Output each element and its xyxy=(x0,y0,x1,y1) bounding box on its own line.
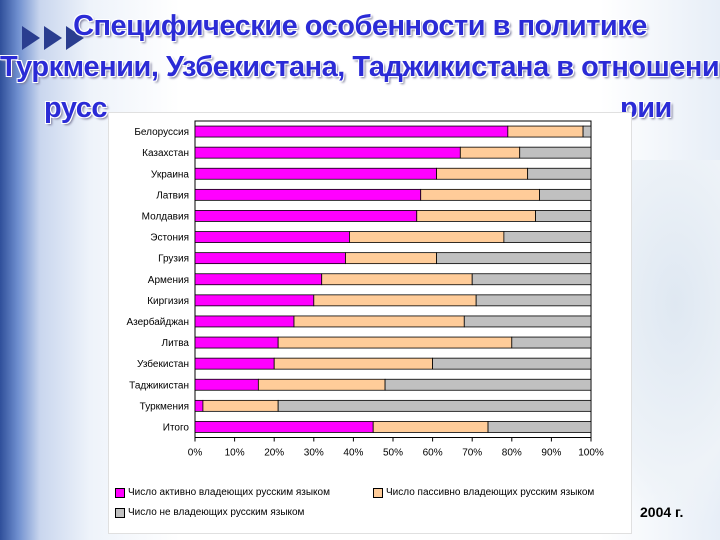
stacked-bar-chart: Белоруссия Казахстан Украина Латвия Молдавия… xyxy=(126,120,604,459)
legend-swatch-active xyxy=(115,487,125,498)
x-tick-label: 20% xyxy=(264,448,284,459)
bar-segment-none xyxy=(432,357,592,370)
bar-segment-none xyxy=(503,231,592,243)
legend-item-passive: Число пассивно владеющих русским языком xyxy=(373,487,594,498)
bar-segment-none xyxy=(475,294,592,307)
x-tick-label: 0% xyxy=(188,448,203,459)
bar-segment-active xyxy=(194,357,275,370)
bar-segment-active xyxy=(194,336,279,349)
slide-title: Специфические особенности в политике Тур… xyxy=(0,6,720,129)
chart-legend: Число активно владеющих русским языком Ч… xyxy=(115,481,625,529)
legend-label-passive: Число пассивно владеющих русским языком xyxy=(386,487,595,498)
bar-segment-none xyxy=(471,273,592,286)
bar-segment-none xyxy=(463,315,592,328)
x-tick-label: 70% xyxy=(462,448,482,459)
category-label: Латвия xyxy=(156,190,189,201)
bar-segment-passive xyxy=(345,252,437,265)
category-label: Грузия xyxy=(158,254,189,265)
bar-segment-passive xyxy=(349,231,505,243)
bar-segment-none xyxy=(384,378,592,391)
bar-segment-none xyxy=(582,125,592,138)
bar-segment-active xyxy=(194,210,418,222)
title-line-1: Специфические особенности в политике xyxy=(73,10,647,42)
x-tick-label: 90% xyxy=(541,448,561,459)
category-label: Литва xyxy=(162,338,190,349)
bar-segment-active xyxy=(194,125,509,138)
x-tick-label: 80% xyxy=(502,448,522,459)
bar-segment-passive xyxy=(257,378,386,391)
category-label: Казахстан xyxy=(142,148,189,159)
bar-segment-passive xyxy=(416,210,536,222)
year-label: 2004 г. xyxy=(640,504,684,520)
x-tick-label: 60% xyxy=(423,448,443,459)
bar-segment-active xyxy=(194,273,323,286)
category-label: Украина xyxy=(151,169,190,180)
x-tick-label: 30% xyxy=(304,448,324,459)
bar-segment-passive xyxy=(321,273,473,286)
bar-segment-active xyxy=(194,294,315,307)
bar-segment-none xyxy=(519,146,592,159)
bar-segment-active xyxy=(194,315,295,328)
bar-segment-active xyxy=(194,167,437,180)
bar-segment-none xyxy=(511,336,592,349)
legend-swatch-passive xyxy=(373,487,383,498)
bar-segment-passive xyxy=(372,421,489,433)
category-label: Армения xyxy=(148,275,189,286)
bar-segment-passive xyxy=(277,336,513,349)
category-label: Молдавия xyxy=(142,211,189,222)
bar-segment-passive xyxy=(459,146,521,159)
bar-segment-none xyxy=(487,421,592,433)
bar-segment-passive xyxy=(293,315,465,328)
bar-segment-active xyxy=(194,421,374,433)
bar-segment-none xyxy=(436,252,592,265)
bar-segment-none xyxy=(539,188,592,201)
x-tick-label: 50% xyxy=(383,448,403,459)
bar-segment-none xyxy=(277,399,592,412)
legend-item-active: Число активно владеющих русским языком xyxy=(115,487,330,498)
bar-segment-active xyxy=(194,146,461,159)
category-label: Узбекистан xyxy=(137,358,189,370)
title-line-3-left: русс xyxy=(44,92,108,124)
bar-segment-none xyxy=(535,210,592,222)
category-label: Эстония xyxy=(150,233,189,244)
bar-segment-active xyxy=(194,378,259,391)
legend-label-none: Число не владеющих русским языком xyxy=(128,507,305,518)
bar-segment-active xyxy=(194,252,346,265)
title-line-2: Туркмении, Узбекистана, Таджикистана в о… xyxy=(0,51,720,83)
bullet-arrows-icon xyxy=(22,26,88,50)
bar-segment-active xyxy=(194,231,350,243)
category-label: Итого xyxy=(163,422,190,433)
bar-segment-active xyxy=(194,399,204,412)
legend-item-none: Число не владеющих русским языком xyxy=(115,507,304,518)
category-label: Туркмения xyxy=(140,401,189,412)
chart-panel: Белоруссия Казахстан Украина Латвия Молдавия… xyxy=(108,112,632,534)
bar-segment-passive xyxy=(313,294,477,307)
x-tick-label: 10% xyxy=(225,448,245,459)
bar-segment-active xyxy=(194,188,422,201)
legend-label-active: Число активно владеющих русским языком xyxy=(128,487,330,498)
legend-swatch-none xyxy=(115,507,125,518)
bar-segment-none xyxy=(527,167,592,180)
bar-segment-passive xyxy=(202,399,279,412)
category-label: Таджикистан xyxy=(129,380,189,391)
x-tick-label: 100% xyxy=(578,448,604,459)
bar-segment-passive xyxy=(507,125,584,138)
category-label: Азербайджан xyxy=(126,316,189,328)
x-tick-label: 40% xyxy=(343,448,363,459)
bar-segment-passive xyxy=(273,357,433,370)
bar-segment-passive xyxy=(436,167,529,180)
category-label: Киргизия xyxy=(147,296,189,307)
title-line-3: русс рии xyxy=(0,88,720,129)
bar-segment-passive xyxy=(420,188,540,201)
category-label: Белоруссия xyxy=(134,127,189,138)
